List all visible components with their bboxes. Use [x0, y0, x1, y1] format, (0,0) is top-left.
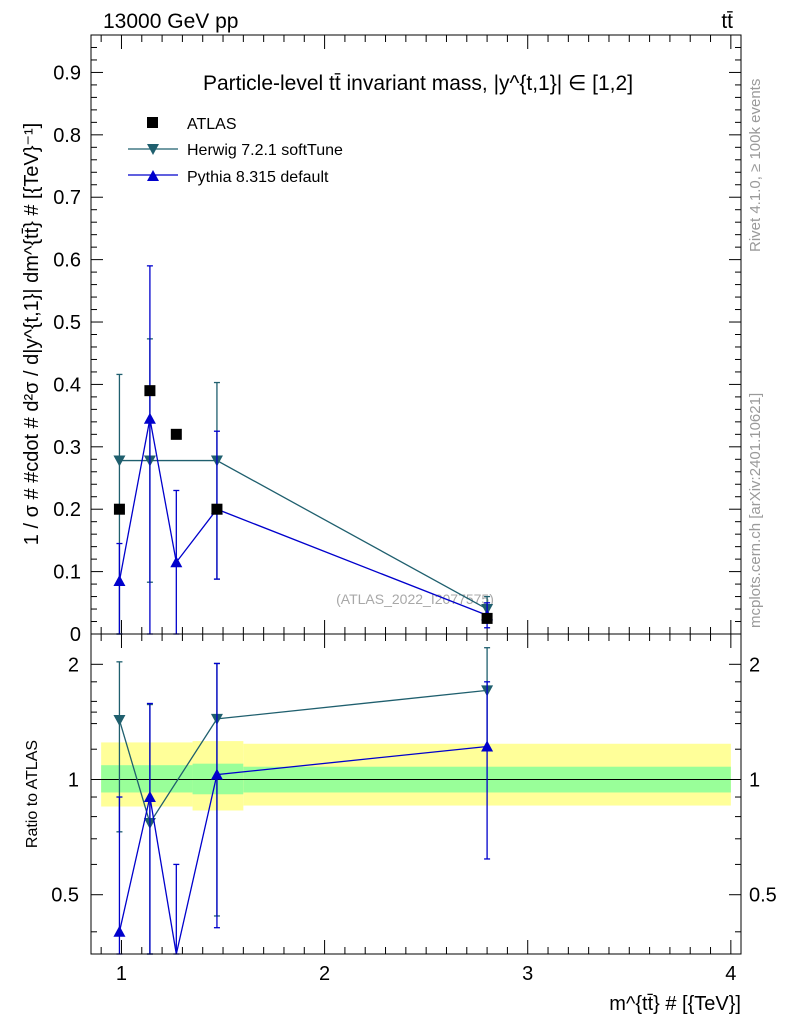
x-tick-label: 2 [319, 963, 330, 985]
main-y-tick-label: 0.6 [53, 250, 81, 272]
legend-marker-pythia [147, 170, 159, 181]
ratio-pythia-point [210, 768, 223, 780]
main-y-tick-labels: 0 0.1 0.2 0.3 0.4 0.5 0.6 0.7 0.8 0.9 [53, 62, 81, 646]
main-y-tick-label: 0.2 [53, 499, 81, 521]
main-y-tick-label: 0.9 [53, 62, 81, 84]
ratio-pythia-point [481, 740, 494, 752]
energy-label: 13000 GeV pp [103, 10, 238, 33]
ratio-y-tick-labels: 0.5 0.5 1 1 2 2 [51, 654, 777, 906]
legend-label-herwig: Herwig 7.2.1 softTune [187, 142, 343, 159]
ratio-axis-ticks [91, 634, 741, 954]
x-tick-labels: 1 2 3 4 [116, 963, 737, 985]
ratio-y-tick-label-right: 2 [749, 654, 760, 676]
main-pythia-point [113, 574, 126, 586]
legend: ATLAS Herwig 7.2.1 softTune Pythia 8.315… [128, 116, 343, 186]
ratio-herwig-point [113, 715, 126, 727]
main-y-tick-label: 0.1 [53, 562, 81, 584]
ratio-pythia-point [143, 791, 156, 803]
ratio-herwig-line [118, 689, 488, 825]
main-atlas-point [170, 428, 182, 440]
main-pythia-point [170, 556, 183, 568]
ratio-plot-frame [90, 633, 742, 955]
legend-marker-atlas [147, 117, 158, 128]
ratio-y-tick-label: 1 [68, 770, 79, 792]
ratio-y-tick-label: 2 [68, 654, 79, 676]
main-y-tick-label: 0.4 [53, 374, 81, 396]
legend-label-pythia: Pythia 8.315 default [187, 169, 329, 186]
main-axis-ticks [91, 35, 741, 635]
main-y-tick-label: 0.3 [53, 437, 81, 459]
ratio-data-layer [113, 647, 494, 955]
legend-label-atlas: ATLAS [187, 116, 237, 133]
plot-title: Particle-level tt̄ invariant mass, |y^{t… [203, 72, 633, 95]
ratio-y-tick-label-right: 0.5 [749, 885, 777, 907]
x-tick-label: 4 [725, 963, 736, 985]
main-herwig-point [113, 455, 126, 467]
ratio-pythia-point [113, 925, 126, 937]
process-label: tt̄ [721, 10, 733, 33]
main-atlas-point [211, 503, 223, 515]
main-pythia-point [143, 412, 156, 424]
analysis-watermark: (ATLAS_2022_I2077575) [336, 591, 494, 607]
rivet-version-label: Rivet 4.1.0, ≥ 100k events [747, 79, 764, 252]
ratio-y-tick-label-right: 1 [749, 770, 760, 792]
main-y-tick-label: 0.8 [53, 125, 81, 147]
main-data-layer [113, 265, 494, 635]
main-herwig-line [119, 459, 488, 610]
x-tick-label: 3 [522, 963, 533, 985]
main-pythia-line [118, 418, 488, 616]
main-atlas-point [144, 385, 156, 397]
main-atlas-point [481, 612, 493, 624]
x-tick-label: 1 [116, 963, 127, 985]
main-y-tick-label: 0.5 [53, 312, 81, 334]
main-y-axis-label: 1 / σ # #cdot # d²σ / d|y^{t,1}| dm^{tt̄… [21, 123, 43, 545]
x-axis-label: m^{tt̄} # [{TeV}] [609, 993, 741, 1015]
ratio-y-axis-label: Ratio to ATLAS [24, 740, 41, 848]
legend-marker-herwig [147, 144, 159, 155]
main-atlas-point [113, 503, 125, 515]
ratio-band-inner [101, 765, 193, 793]
main-y-tick-label: 0 [70, 624, 81, 646]
mcplots-label: mcplots.cern.ch [arXiv:2401.10621] [747, 393, 764, 628]
main-y-tick-label: 0.7 [53, 187, 81, 209]
ratio-y-tick-label: 0.5 [51, 885, 79, 907]
